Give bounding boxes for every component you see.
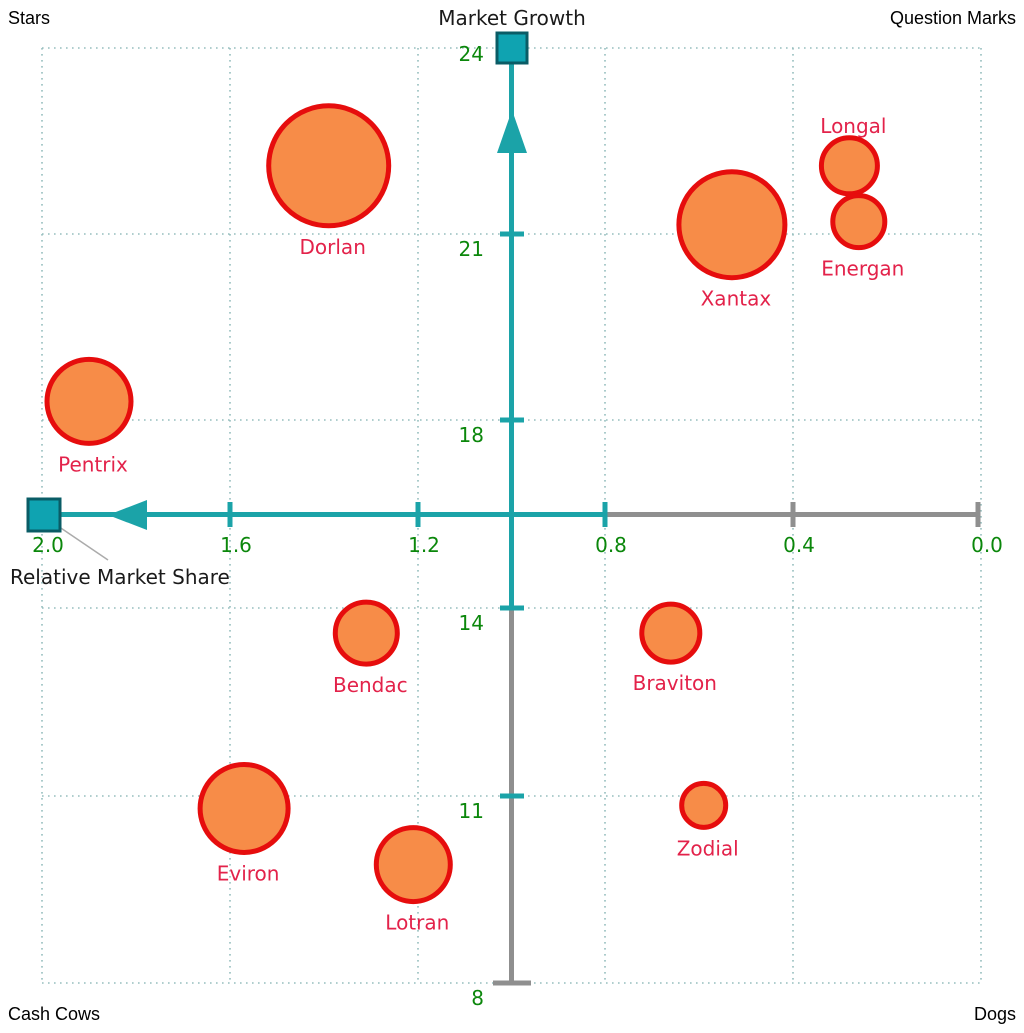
y-axis-end-square bbox=[495, 31, 529, 65]
x-axis-title: Relative Market Share bbox=[10, 565, 230, 589]
x-axis-left-arrow-icon bbox=[108, 500, 147, 530]
y-tick-label-24: 24 bbox=[459, 42, 484, 66]
bubble-label-braviton: Braviton bbox=[633, 671, 717, 695]
bubble-label-lotran: Lotran bbox=[385, 911, 449, 935]
bubble-energan bbox=[830, 193, 888, 251]
bubble-label-bendac: Bendac bbox=[333, 673, 408, 697]
bubble-label-pentrix: Pentrix bbox=[58, 452, 128, 476]
x-tick-label-1.2: 1.2 bbox=[408, 533, 440, 557]
bubble-pentrix bbox=[44, 356, 134, 446]
bubble-bendac bbox=[332, 599, 400, 667]
y-tick-label-14: 14 bbox=[459, 611, 484, 635]
bubbles bbox=[44, 103, 888, 905]
quadrant-label-cash-cows: Cash Cows bbox=[8, 1004, 101, 1024]
bubble-longal bbox=[818, 135, 880, 197]
bubble-braviton bbox=[639, 601, 703, 665]
x-axis-end-square bbox=[26, 497, 62, 533]
bubble-labels: Dorlan Pentrix Eviron Lotran Bendac Braviton Z… bbox=[58, 114, 904, 935]
x-tick-label-2.0: 2.0 bbox=[32, 533, 64, 557]
bubble-label-longal: Longal bbox=[820, 114, 886, 138]
bubble-dorlan bbox=[266, 103, 392, 229]
y-tick-label-18: 18 bbox=[459, 423, 484, 447]
y-tick-label-11: 11 bbox=[459, 799, 484, 823]
y-tick-label-8: 8 bbox=[471, 986, 484, 1010]
bubble-label-eviron: Eviron bbox=[217, 861, 280, 885]
tick-labels: 2.0 1.6 1.2 0.8 0.4 0.0 24 21 18 14 11 8 bbox=[32, 42, 1003, 1010]
bubble-lotran bbox=[373, 825, 453, 905]
bubble-label-energan: Energan bbox=[821, 257, 904, 281]
y-axis-title: Market Growth bbox=[438, 6, 586, 30]
bubble-label-dorlan: Dorlan bbox=[300, 235, 366, 259]
quadrant-label-dogs: Dogs bbox=[973, 1004, 1016, 1024]
bubble-label-zodial: Zodial bbox=[677, 836, 739, 860]
x-tick-label-0.0: 0.0 bbox=[971, 533, 1003, 557]
bubble-label-xantax: Xantax bbox=[701, 287, 772, 311]
x-tick-label-0.4: 0.4 bbox=[783, 533, 815, 557]
bubble-eviron bbox=[197, 761, 291, 855]
x-tick-label-0.8: 0.8 bbox=[595, 533, 627, 557]
y-tick-label-21: 21 bbox=[459, 237, 484, 261]
quadrant-label-stars: Stars bbox=[8, 8, 51, 28]
y-axis-up-arrow-icon bbox=[497, 110, 527, 153]
quadrant-label-question-marks: Question Marks bbox=[889, 8, 1016, 28]
axis-ticks bbox=[227, 231, 796, 799]
bubble-xantax bbox=[676, 169, 788, 281]
bubble-zodial bbox=[679, 780, 729, 830]
x-tick-label-1.6: 1.6 bbox=[220, 533, 252, 557]
